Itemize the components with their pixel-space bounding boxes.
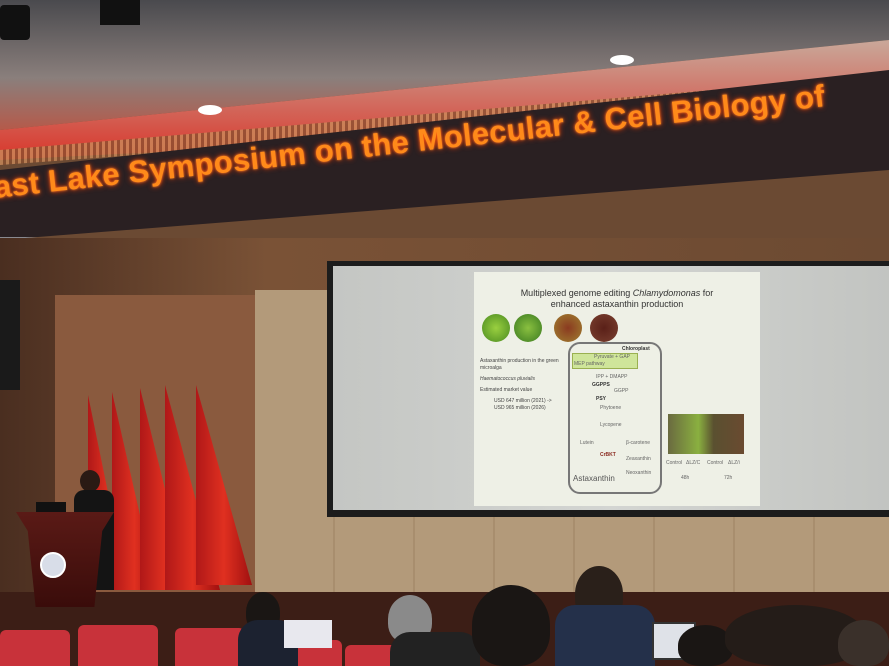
- title-text: for: [700, 288, 714, 298]
- audience-head: [838, 620, 889, 666]
- title-italic: Chlamydomonas: [632, 288, 701, 298]
- title-text: Multiplexed genome editing: [520, 288, 633, 298]
- pathway-diagram: Chloroplast Pyruvate + GAP MEP pathway I…: [568, 342, 662, 494]
- pathway-step: Pyruvate + GAP: [594, 354, 630, 360]
- audience-seat: [175, 628, 245, 666]
- podium-emblem: [40, 552, 66, 578]
- ceiling-light: [610, 55, 634, 65]
- pathway-step: β-carotene: [626, 440, 650, 446]
- pathway-step: Astaxanthin: [573, 474, 615, 483]
- pathway-step: MEP pathway: [574, 361, 605, 367]
- text-line: USD 647 million (2021) ->: [494, 398, 552, 404]
- chloroplast-label: Chloroplast: [622, 346, 650, 352]
- audience-head: [678, 625, 733, 666]
- laptop: [284, 620, 332, 648]
- pathway-step: PSY: [596, 396, 607, 402]
- flask-photo: [668, 414, 744, 454]
- algae-image: [554, 314, 582, 342]
- pathway-step: Lycopene: [600, 422, 622, 428]
- pathway-step: GGPPS: [592, 382, 610, 388]
- title-text: enhanced astaxanthin production: [550, 299, 684, 309]
- algae-image: [514, 314, 542, 342]
- speaker-head: [80, 470, 100, 492]
- speaker-box: [0, 280, 20, 390]
- text-line: Estimated market value: [480, 387, 533, 393]
- text-line: Astaxanthin production in the green micr…: [480, 358, 559, 371]
- audience-seat: [0, 630, 70, 666]
- stage-light: [100, 0, 140, 25]
- presentation-slide: Multiplexed genome editing Chlamydomonas…: [474, 272, 760, 506]
- slide-left-text: Astaxanthin production in the green micr…: [480, 358, 565, 412]
- pathway-step: Neoxanthin: [626, 470, 652, 476]
- stage-light: [0, 5, 30, 40]
- text-line: USD 965 million (2026): [494, 405, 546, 411]
- pathway-step: CrBKT: [600, 452, 616, 458]
- flask-label: ΔLZ/i: [728, 460, 740, 466]
- text-line: Haematococcus pluvialis: [480, 376, 536, 382]
- algae-image: [482, 314, 510, 342]
- laptop: [36, 502, 66, 514]
- time-label: 48h: [681, 475, 690, 481]
- slide-title: Multiplexed genome editing Chlamydomonas…: [474, 288, 760, 310]
- audience-person: [390, 632, 480, 666]
- flask-label: Control: [666, 460, 683, 466]
- audience-person: [555, 605, 655, 666]
- flask-label: Control: [707, 460, 724, 466]
- ceiling-light: [198, 105, 222, 115]
- audience-head: [472, 585, 550, 666]
- pathway-step: Phytoene: [600, 405, 622, 411]
- audience-seat: [78, 625, 158, 666]
- flask-label: ΔLZ/C: [686, 460, 701, 466]
- pathway-step: Lutein: [580, 440, 594, 446]
- pathway-step: Zeaxanthin: [626, 456, 651, 462]
- pathway-step: GGPP: [614, 388, 629, 394]
- pathway-step: IPP + DMAPP: [596, 374, 628, 380]
- time-label: 72h: [724, 475, 733, 481]
- algae-image: [590, 314, 618, 342]
